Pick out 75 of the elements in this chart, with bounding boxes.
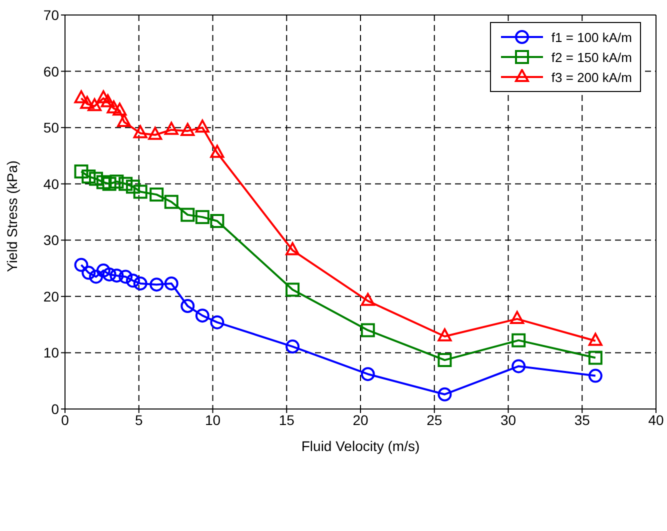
point bbox=[74, 90, 88, 104]
point bbox=[164, 194, 178, 209]
point bbox=[106, 100, 121, 114]
point bbox=[110, 268, 124, 283]
point bbox=[96, 90, 110, 104]
point bbox=[195, 120, 210, 133]
point bbox=[150, 188, 164, 202]
point bbox=[360, 367, 375, 382]
point bbox=[96, 175, 110, 190]
point bbox=[80, 96, 94, 109]
point bbox=[82, 170, 96, 184]
x-tick-label: 30 bbox=[500, 412, 516, 428]
point bbox=[100, 94, 115, 108]
y-tick-label: 50 bbox=[43, 120, 60, 136]
point bbox=[74, 258, 88, 272]
point bbox=[210, 144, 224, 158]
point bbox=[180, 298, 195, 313]
y-tick-label: 0 bbox=[51, 400, 60, 417]
x-tick-label: 40 bbox=[648, 412, 664, 428]
point bbox=[438, 353, 452, 368]
point bbox=[360, 323, 375, 338]
x-tick-label: 20 bbox=[352, 412, 368, 428]
x-axis-title: Fluid Velocity (m/s) bbox=[301, 438, 420, 454]
x-tick-label: 5 bbox=[134, 412, 143, 428]
point bbox=[102, 267, 116, 282]
point bbox=[88, 98, 102, 112]
point bbox=[150, 278, 164, 292]
point bbox=[133, 276, 148, 290]
point bbox=[180, 122, 195, 136]
point bbox=[82, 266, 96, 280]
legend-label: f3 = 200 kA/m bbox=[551, 70, 632, 84]
point bbox=[96, 264, 110, 278]
point bbox=[133, 125, 148, 138]
y-tick-label: 30 bbox=[43, 232, 60, 248]
legend-label: f2 = 150 kA/m bbox=[551, 50, 632, 64]
point bbox=[286, 242, 300, 256]
point bbox=[286, 282, 300, 297]
point bbox=[210, 315, 224, 330]
point bbox=[588, 368, 602, 383]
point bbox=[89, 172, 104, 186]
point bbox=[180, 208, 195, 222]
x-tick-label: 10 bbox=[204, 412, 221, 428]
point bbox=[112, 102, 127, 116]
legend-label: f1 = 100 kA/m bbox=[551, 30, 632, 44]
point bbox=[110, 174, 124, 189]
point bbox=[438, 387, 452, 402]
point bbox=[195, 308, 210, 323]
point bbox=[164, 122, 178, 135]
point bbox=[126, 274, 140, 288]
x-tick-label: 35 bbox=[574, 412, 590, 428]
y-tick-label: 40 bbox=[43, 176, 60, 192]
point bbox=[89, 270, 104, 284]
point bbox=[195, 210, 210, 224]
point bbox=[118, 270, 133, 284]
point bbox=[117, 114, 132, 127]
point bbox=[512, 333, 526, 348]
point bbox=[210, 214, 224, 228]
point bbox=[286, 340, 300, 354]
y-axis-title: Yield Stress (kPa) bbox=[4, 160, 20, 272]
y-tick-label: 70 bbox=[43, 6, 60, 23]
point bbox=[102, 176, 116, 191]
point bbox=[74, 164, 88, 178]
y-tick-label: 60 bbox=[43, 63, 60, 80]
point bbox=[118, 176, 133, 191]
point bbox=[164, 276, 178, 290]
x-tick-label: 0 bbox=[61, 412, 70, 428]
point bbox=[126, 180, 140, 194]
x-tick-label: 25 bbox=[426, 412, 442, 428]
point bbox=[512, 359, 526, 374]
y-tick-label: 10 bbox=[43, 344, 60, 361]
point bbox=[133, 184, 148, 199]
point bbox=[148, 126, 162, 140]
point bbox=[588, 350, 602, 365]
x-tick-label: 15 bbox=[278, 412, 295, 428]
y-tick-label: 20 bbox=[43, 288, 60, 304]
